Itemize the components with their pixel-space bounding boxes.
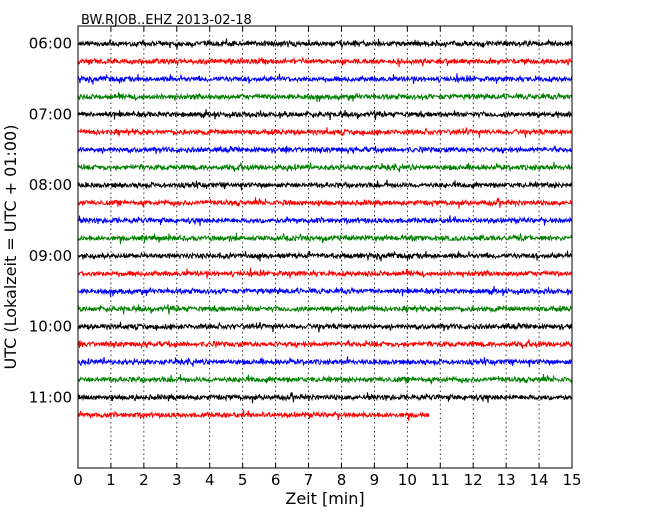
trace-0600 xyxy=(77,38,573,50)
trace-1115 xyxy=(77,409,430,421)
x-tick-label-11: 11 xyxy=(431,471,450,489)
traces xyxy=(77,38,573,421)
x-tick-label-1: 1 xyxy=(106,471,116,489)
x-tick-label-12: 12 xyxy=(464,471,483,489)
trace-0715 xyxy=(77,127,573,138)
trace-0645 xyxy=(77,92,573,103)
plot-frame xyxy=(77,25,573,469)
x-tick-label-13: 13 xyxy=(497,471,516,489)
trace-0930 xyxy=(77,285,573,297)
x-axis-ticks: 0 1 2 3 4 5 6 7 8 9 10 11 12 13 14 15 xyxy=(73,26,582,489)
trace-0745 xyxy=(77,161,573,173)
x-tick-label-9: 9 xyxy=(370,471,380,489)
trace-0915 xyxy=(77,267,573,279)
x-tick-label-10: 10 xyxy=(398,471,417,489)
x-tick-label-3: 3 xyxy=(172,471,182,489)
trace-0815 xyxy=(77,197,573,209)
chart-title: BW.RJOB..EHZ 2013-02-18 xyxy=(81,13,252,28)
trace-1100 xyxy=(77,391,573,404)
trace-0900 xyxy=(77,250,573,262)
trace-1030 xyxy=(77,356,573,368)
x-tick-label-4: 4 xyxy=(205,471,215,489)
x-tick-label-7: 7 xyxy=(304,471,314,489)
x-tick-label-15: 15 xyxy=(562,471,581,489)
trace-0630 xyxy=(77,73,573,85)
y-tick-label-07:00: 07:00 xyxy=(29,105,72,123)
y-tick-label-09:00: 09:00 xyxy=(29,247,72,265)
x-tick-label-5: 5 xyxy=(238,471,248,489)
x-tick-label-6: 6 xyxy=(271,471,281,489)
trace-0945 xyxy=(77,304,573,315)
trace-0730 xyxy=(77,145,573,155)
trace-0830 xyxy=(77,215,573,227)
trace-1000 xyxy=(77,321,573,333)
trace-1015 xyxy=(77,339,573,350)
y-tick-label-10:00: 10:00 xyxy=(29,318,72,336)
y-tick-label-06:00: 06:00 xyxy=(29,35,72,53)
trace-0615 xyxy=(77,56,573,68)
trace-1045 xyxy=(77,373,573,385)
y-axis-label: UTC (Lokalzeit = UTC + 01:00) xyxy=(1,125,20,370)
x-tick-label-0: 0 xyxy=(73,471,83,489)
trace-0700 xyxy=(77,109,573,121)
trace-0800 xyxy=(77,179,573,191)
x-axis-label: Zeit [min] xyxy=(285,489,364,508)
vertical-grid xyxy=(110,26,540,468)
y-axis-ticks: 06:00 07:00 08:00 09:00 10:00 11:00 xyxy=(29,35,572,406)
x-tick-label-8: 8 xyxy=(337,471,347,489)
y-tick-label-08:00: 08:00 xyxy=(29,176,72,194)
trace-0845 xyxy=(77,232,573,245)
x-tick-label-14: 14 xyxy=(530,471,549,489)
y-tick-label-11:00: 11:00 xyxy=(29,388,72,406)
x-tick-label-2: 2 xyxy=(139,471,149,489)
